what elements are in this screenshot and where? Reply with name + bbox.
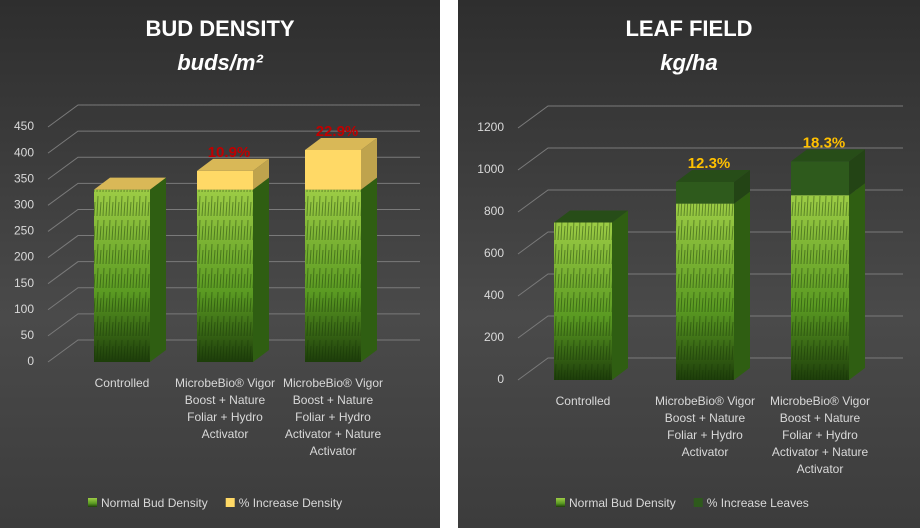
- bar-side: [150, 177, 166, 362]
- bar-segment: [554, 210, 628, 380]
- bar-segment: [305, 137, 377, 190]
- bar-side: [849, 183, 865, 380]
- legend-swatch: [556, 498, 565, 507]
- bar-segment: [305, 177, 377, 362]
- x-tick-label: Controlled: [555, 394, 611, 408]
- y-tick-label: 350: [14, 171, 34, 185]
- grid-line: [517, 147, 903, 171]
- x-tick-label: MicrobeBio® Vigor Boost + Nature Foliar …: [770, 394, 870, 476]
- x-tick-label: MicrobeBio® Vigor Boost + Nature Foliar …: [655, 394, 755, 459]
- y-tick-label: 1000: [477, 162, 504, 176]
- bar-top: [94, 177, 166, 190]
- chart-subtitle: kg/ha: [660, 50, 717, 75]
- bar-side: [734, 169, 750, 204]
- bar-front: [676, 181, 734, 204]
- y-tick-label: 300: [14, 198, 34, 212]
- bar-segment: [94, 177, 166, 362]
- legend-label: Normal Bud Density: [569, 496, 676, 510]
- bar-texture: [676, 203, 734, 380]
- bar-top: [676, 169, 750, 182]
- y-tick-label: 200: [484, 330, 504, 344]
- bar-top: [554, 210, 628, 223]
- y-tick-label: 0: [27, 354, 34, 368]
- x-tick-label: Controlled: [94, 376, 150, 390]
- bar-segment: [197, 158, 269, 190]
- legend-label: Normal Bud Density: [101, 496, 208, 510]
- bar-side: [253, 158, 269, 190]
- grid-line: [517, 189, 903, 213]
- grid-line: [517, 315, 903, 339]
- legend-label: % Increase Leaves: [707, 496, 809, 510]
- y-tick-label: 150: [14, 276, 34, 290]
- bar-texture: [554, 222, 612, 380]
- chart-subtitle: buds/m²: [177, 50, 263, 75]
- x-tick-label: MicrobeBio® Vigor Boost + Nature Foliar …: [175, 376, 275, 441]
- grid-line: [47, 130, 420, 154]
- y-tick-label: 50: [21, 328, 35, 342]
- bar-texture: [94, 189, 150, 362]
- bar-texture: [791, 195, 849, 380]
- y-tick-label: 450: [14, 119, 34, 133]
- y-tick-label: 200: [14, 250, 34, 264]
- bar-texture: [305, 189, 361, 362]
- bar-top: [197, 158, 269, 171]
- bar-texture: [197, 189, 253, 362]
- bar-front: [197, 170, 253, 190]
- bar-segment: [791, 149, 865, 196]
- chart-title: BUD DENSITY: [145, 16, 294, 41]
- bar-side: [361, 137, 377, 190]
- bar-side: [849, 149, 865, 196]
- bar-side: [253, 177, 269, 362]
- y-tick-label: 600: [484, 246, 504, 260]
- bar-top: [305, 137, 377, 150]
- chart: LEAF FIELD kg/ha 0 200 400 600 800 1000 1200 12…: [477, 16, 903, 510]
- chart-panel: LEAF FIELD kg/ha 0 200 400 600 800 1000 1200 12…: [458, 0, 920, 528]
- grid-line: [517, 273, 903, 297]
- grid-line: [517, 105, 903, 129]
- chart-panel: BUD DENSITY buds/m² 0 50 100 150 200 250 300 35…: [0, 0, 440, 528]
- grid-line: [47, 104, 420, 128]
- grid-line: [517, 357, 903, 381]
- y-tick-label: 0: [497, 372, 504, 386]
- percent-label: 10.9%: [208, 144, 251, 161]
- legend-swatch: [225, 498, 235, 507]
- bar-side: [612, 210, 628, 380]
- percent-label: 22.9%: [316, 123, 359, 140]
- y-tick-label: 400: [484, 288, 504, 302]
- bar-segment: [676, 169, 750, 204]
- y-tick-label: 100: [14, 302, 34, 316]
- bar-front: [791, 161, 849, 196]
- bar-front: [305, 149, 361, 190]
- percent-label: 18.3%: [803, 134, 846, 151]
- bar-segment: [676, 191, 750, 380]
- legend-swatch: [693, 498, 703, 507]
- bar-side: [361, 177, 377, 362]
- y-tick-label: 400: [14, 145, 34, 159]
- y-tick-label: 1200: [477, 120, 504, 134]
- bar-segment: [791, 183, 865, 380]
- y-tick-label: 250: [14, 224, 34, 238]
- grid-line: [517, 231, 903, 255]
- percent-label: 12.3%: [688, 155, 731, 172]
- x-tick-label: MicrobeBio® Vigor Boost + Nature Foliar …: [283, 376, 383, 458]
- chart: BUD DENSITY buds/m² 0 50 100 150 200 250 300 35…: [14, 16, 420, 510]
- legend-swatch: [88, 498, 97, 507]
- bar-side: [734, 191, 750, 380]
- bar-top: [791, 149, 865, 162]
- legend-label: % Increase Density: [239, 496, 342, 510]
- chart-title: LEAF FIELD: [625, 16, 752, 41]
- y-tick-label: 800: [484, 204, 504, 218]
- bar-segment: [197, 177, 269, 362]
